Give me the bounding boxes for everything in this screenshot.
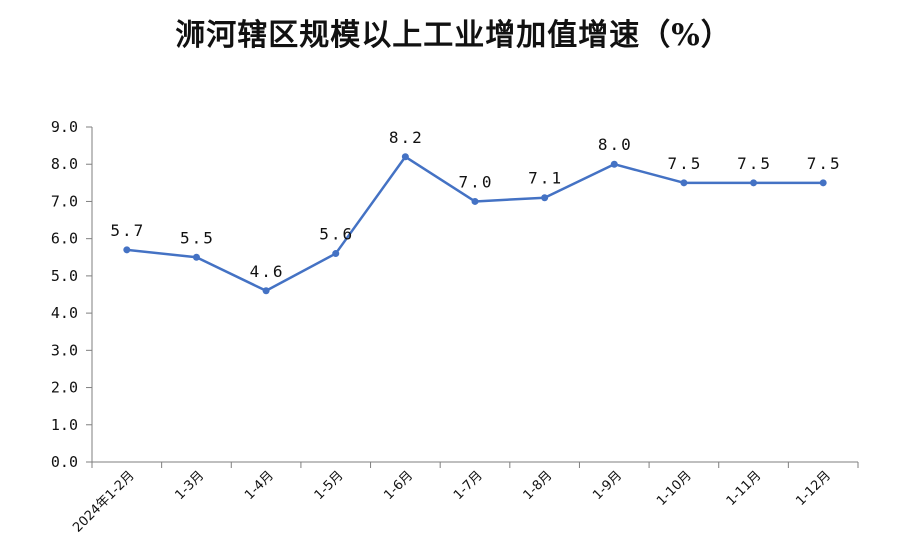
x-tick-label: 1-10月 [654,468,695,509]
data-point [541,194,549,202]
data-point [819,179,827,187]
x-tick-label: 1-3月 [172,468,207,503]
data-label: 8.2 [389,128,424,147]
x-tick-label: 1-4月 [242,468,277,503]
x-tick-label: 1-9月 [590,468,625,503]
x-tick-label: 1-11月 [724,468,765,509]
x-tick-label: 1-7月 [451,468,486,503]
data-label: 7.0 [459,172,494,191]
data-label: 5.7 [110,221,145,240]
x-tick-label: 1-12月 [793,468,834,509]
y-tick-label: 1.0 [51,416,78,434]
y-tick-label: 3.0 [51,341,78,359]
data-point [401,153,409,161]
y-tick-label: 5.0 [51,267,78,285]
data-point [123,246,131,254]
data-label: 4.6 [250,262,285,281]
x-tick-label: 2024年1-2月 [70,468,137,535]
data-label: 7.5 [737,154,772,173]
y-tick-label: 2.0 [51,379,78,397]
x-tick-label: 1-8月 [521,468,556,503]
data-label: 5.5 [180,228,215,247]
y-tick-label: 8.0 [51,155,78,173]
x-tick-label: 1-6月 [381,468,416,503]
data-label: 7.5 [807,154,842,173]
y-tick-label: 6.0 [51,230,78,248]
data-point [680,179,688,187]
y-tick-label: 4.0 [51,304,78,322]
data-point [332,250,340,258]
data-point [471,197,479,205]
chart-title: 浉河辖区规模以上工业增加值增速（%） [175,18,732,53]
y-tick-label: 7.0 [51,192,78,210]
data-point [750,179,758,187]
data-point [192,253,200,261]
y-tick-label: 0.0 [51,453,78,471]
data-label: 8.0 [598,135,633,154]
y-tick-label: 9.0 [51,118,78,136]
data-label: 7.1 [528,169,563,188]
data-label: 7.5 [667,154,702,173]
x-tick-label: 1-5月 [312,468,347,503]
data-label: 5.6 [319,225,354,244]
data-point [262,287,270,295]
data-point [610,160,618,168]
